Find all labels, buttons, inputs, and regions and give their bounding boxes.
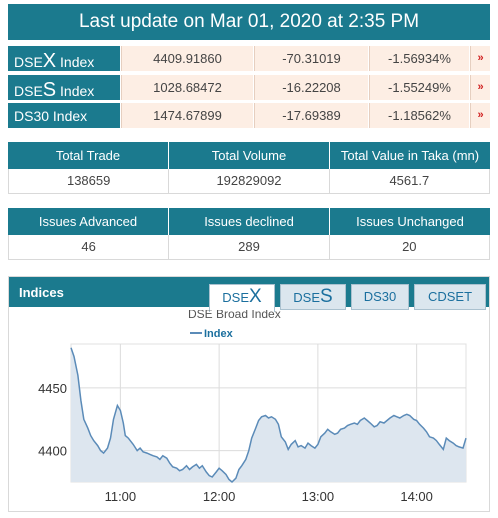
index-change: -17.69389	[254, 103, 368, 128]
index-name-prefix: DSE	[14, 83, 43, 99]
index-name-prefix: DSE	[14, 54, 43, 70]
issues-advanced-value: 46	[9, 235, 170, 259]
issues-declined-value: 289	[169, 235, 330, 259]
index-name-suffix: Index	[56, 83, 95, 99]
index-name: DS30 Index	[8, 103, 120, 128]
last-update-header: Last update on Mar 01, 2020 at 2:35 PM	[8, 4, 490, 40]
issue-stats-values: 46 289 20	[8, 235, 490, 260]
index-change: -16.22208	[254, 75, 368, 100]
chart-title: DSE Broad Index	[188, 310, 281, 321]
index-row[interactable]: DS30 Index 1474.67899 -17.69389 -1.18562%»	[8, 103, 490, 128]
legend-label: Index	[204, 328, 234, 340]
total-volume-value: 192829092	[169, 169, 330, 193]
issues-unchanged-value: 20	[402, 239, 417, 254]
total-trade-header: Total Trade	[8, 142, 169, 169]
index-percent-change: -1.55249%	[369, 75, 469, 100]
x-tick-label: 11:00	[105, 489, 137, 504]
x-tick-label: 13:00	[302, 489, 335, 504]
x-tick-label: 14:00	[400, 489, 433, 504]
index-row[interactable]: DSES Index 1028.68472 -16.22208 -1.55249%»	[8, 75, 490, 101]
down-arrow-icon: »	[470, 75, 490, 100]
series-line-index	[70, 347, 467, 484]
trade-stats-values: 138659 192829092 4561.7	[8, 169, 490, 194]
total-value-header: Total Value in Taka (mn)	[340, 148, 480, 163]
index-name-prefix: DS30 Index	[14, 108, 88, 124]
index-name-suffix: Index	[56, 54, 95, 70]
total-volume-header: Total Volume	[169, 142, 330, 169]
down-arrow-icon: »	[470, 103, 490, 128]
index-name-letter: S	[42, 79, 57, 101]
issues-unchanged-header: Issues Unchanged	[356, 214, 464, 229]
total-value-taka: 4561.7	[389, 173, 430, 188]
issue-stats-header: Issues Advanced Issues declined Issues U…	[8, 208, 490, 235]
tab-ds30[interactable]: DS30	[351, 284, 409, 310]
index-percent-change: -1.56934%	[369, 46, 469, 71]
down-arrow-icon: »	[470, 46, 490, 71]
index-name-letter: X	[42, 50, 57, 72]
total-trade-value: 138659	[9, 169, 170, 193]
index-change: -70.31019	[254, 46, 368, 71]
y-tick-label: 4450	[38, 381, 67, 396]
index-value: 1028.68472	[121, 75, 253, 100]
index-percent-change: -1.18562%	[369, 103, 469, 128]
issue-stats-table: Issues Advanced Issues declined Issues U…	[8, 208, 490, 260]
dse-broad-index-chart: 11:00 12:00 13:00 14:00 4400 4450 DSE Broad In…	[38, 310, 467, 504]
x-tick-label: 12:00	[203, 489, 236, 504]
index-name: DSEX Index	[8, 46, 120, 72]
series-area-index	[71, 347, 466, 482]
issues-declined-header: Issues declined	[169, 208, 330, 235]
y-tick-label: 4400	[38, 444, 67, 459]
index-name: DSES Index	[8, 75, 120, 101]
index-value: 4409.91860	[121, 46, 253, 71]
tab-cdset[interactable]: CDSET	[414, 284, 486, 310]
issues-advanced-header: Issues Advanced	[8, 208, 169, 235]
index-value: 1474.67899	[121, 103, 253, 128]
tab-dses[interactable]: DSES	[280, 284, 346, 310]
trade-stats-table: Total Trade Total Volume Total Value in …	[8, 142, 490, 194]
indices-title: Indices	[19, 285, 64, 300]
tab-dsex[interactable]: DSEX	[209, 284, 275, 312]
trade-stats-header: Total Trade Total Volume Total Value in …	[8, 142, 490, 169]
index-row[interactable]: DSEX Index 4409.91860 -70.31019 -1.56934%»	[8, 46, 490, 72]
